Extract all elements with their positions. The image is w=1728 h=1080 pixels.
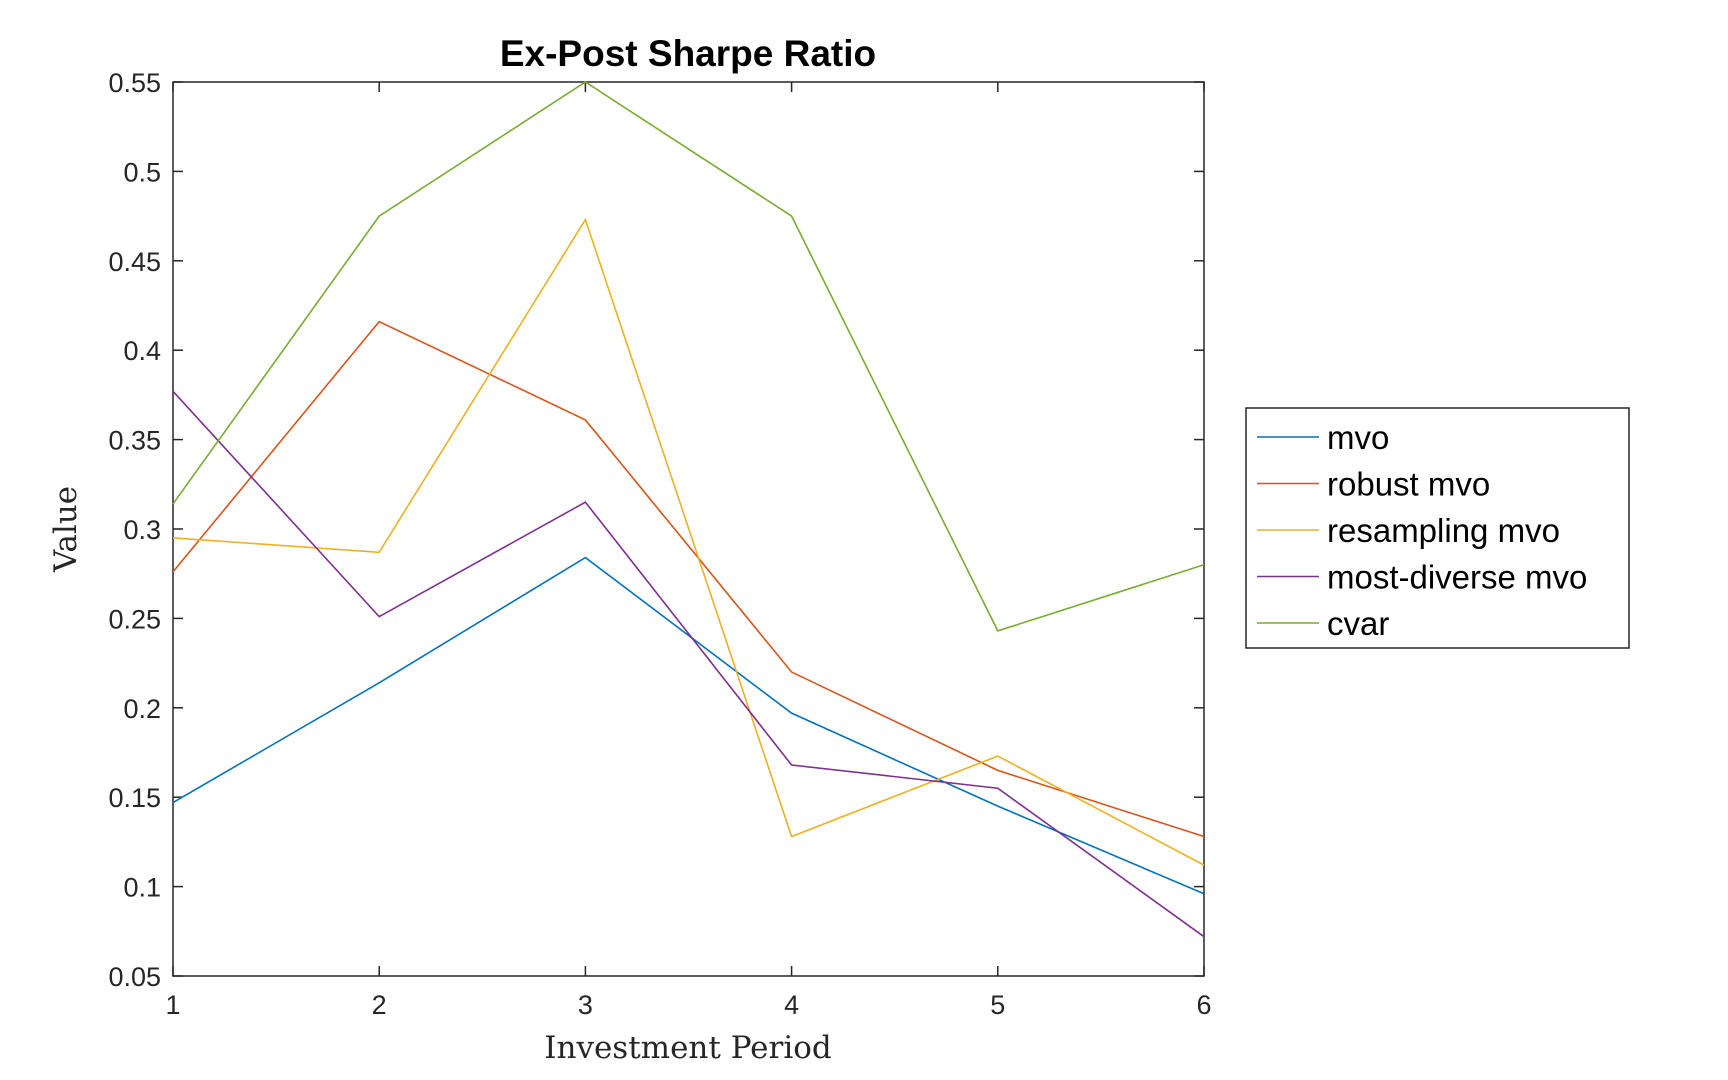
legend-label: robust mvo [1327, 466, 1490, 503]
series-line-robust-mvo [172, 320, 1205, 838]
legend-box [1245, 407, 1630, 649]
y-axis-label: Value [48, 486, 84, 573]
y-tick-label: 0.35 [108, 426, 161, 456]
legend-label: cvar [1327, 605, 1389, 642]
y-tick-label: 0.05 [108, 962, 161, 992]
series-line-resampling-mvo [172, 217, 1205, 866]
y-tick-label: 0.5 [123, 157, 161, 187]
series-line-mvo [172, 556, 1205, 895]
x-tick-label: 4 [784, 990, 799, 1020]
x-tick-labels: 1 2 3 4 5 6 [165, 990, 1211, 1020]
plot-area [172, 81, 1205, 977]
legend-label: resampling mvo [1327, 512, 1560, 549]
x-tick-label: 5 [990, 990, 1005, 1020]
legend-label: mvo [1327, 419, 1389, 456]
y-tick-label: 0.45 [108, 247, 161, 277]
y-tick-label: 0.15 [108, 783, 161, 813]
chart-title: Ex-Post Sharpe Ratio [500, 33, 876, 74]
series-lines [172, 81, 1205, 938]
series-line-cvar [172, 81, 1205, 632]
y-tick-labels: 0.05 0.1 0.15 0.2 0.25 0.3 0.35 0.4 0.45 0.5 0.55 [108, 68, 161, 992]
y-tick-label: 0.1 [123, 873, 161, 903]
legend: mvo robust mvo resampling mvo most-diverse … [1245, 407, 1630, 649]
y-tick-label: 0.4 [123, 336, 161, 366]
y-tick-label: 0.55 [108, 68, 161, 98]
axis-ticks [172, 81, 1205, 977]
y-tick-label: 0.3 [123, 515, 161, 545]
x-tick-label: 6 [1196, 990, 1211, 1020]
y-tick-label: 0.2 [123, 694, 161, 724]
legend-label: most-diverse mvo [1327, 559, 1587, 596]
x-tick-label: 2 [372, 990, 387, 1020]
y-tick-label: 0.25 [108, 604, 161, 634]
x-tick-label: 3 [578, 990, 593, 1020]
x-axis-label: Investment Period [544, 1030, 832, 1066]
series-line-most-diverse-mvo [172, 390, 1205, 938]
x-tick-label: 1 [165, 990, 180, 1020]
